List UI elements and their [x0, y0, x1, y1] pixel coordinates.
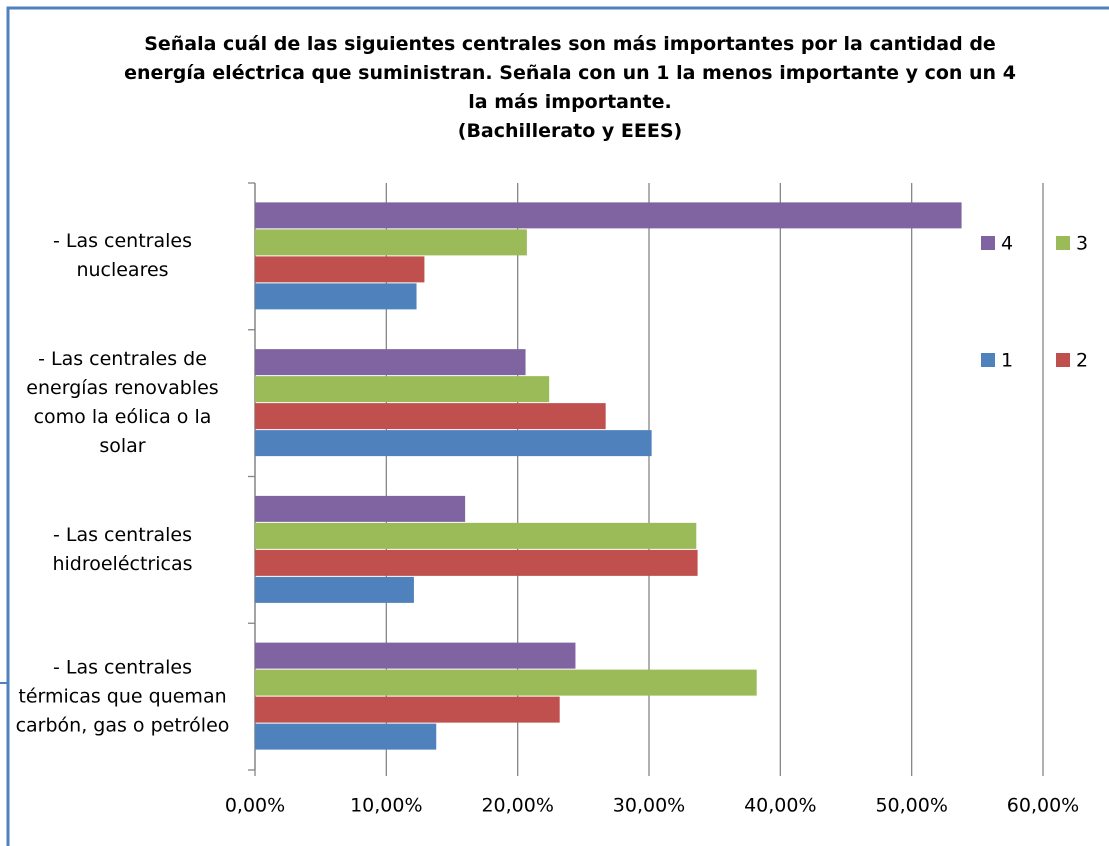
title-text: Señala cuál de las siguientes centrales … — [124, 33, 1016, 113]
bar — [255, 642, 576, 669]
legend-label: 3 — [1076, 233, 1088, 255]
legend-label: 2 — [1076, 350, 1088, 372]
bar — [255, 495, 466, 522]
bar — [255, 403, 606, 430]
legend-swatch — [1056, 353, 1070, 367]
bar — [255, 669, 757, 696]
x-tick-label: 30,00% — [613, 795, 685, 817]
x-tick-label: 40,00% — [744, 795, 816, 817]
legend-swatch — [981, 236, 995, 250]
x-tick-label: 20,00% — [481, 795, 553, 817]
bar — [255, 723, 437, 750]
y-tick-label: - Las centrales nucleares — [52, 230, 192, 282]
bar — [255, 202, 962, 229]
bar — [255, 229, 527, 256]
bar — [255, 576, 414, 603]
bar — [255, 349, 526, 376]
legend-swatch — [981, 353, 995, 367]
bar — [255, 256, 425, 283]
chart-title: Señala cuál de las siguientes centrales … — [120, 30, 1020, 146]
y-tick-label: - Las centrales hidroeléctricas — [52, 523, 193, 575]
y-tick-label: - Las centrales de energías renovables c… — [26, 348, 219, 458]
legend-label: 1 — [1001, 350, 1013, 372]
bar — [255, 430, 652, 457]
legend-swatch — [1056, 236, 1070, 250]
chart-frame — [6, 6, 1109, 846]
bar — [255, 283, 417, 310]
bar — [255, 549, 698, 576]
bar — [255, 376, 550, 403]
x-tick-label: 10,00% — [350, 795, 422, 817]
y-tick-label: - Las centrales térmicas que queman carb… — [15, 656, 230, 737]
x-tick-label: 0,00% — [225, 795, 285, 817]
x-tick-label: 50,00% — [875, 795, 947, 817]
bar — [255, 522, 697, 549]
x-tick-label: 60,00% — [1007, 795, 1079, 817]
subtitle-text: (Bachillerato y EEES) — [457, 120, 683, 142]
legend-label: 4 — [1001, 233, 1013, 255]
bar — [255, 696, 560, 723]
